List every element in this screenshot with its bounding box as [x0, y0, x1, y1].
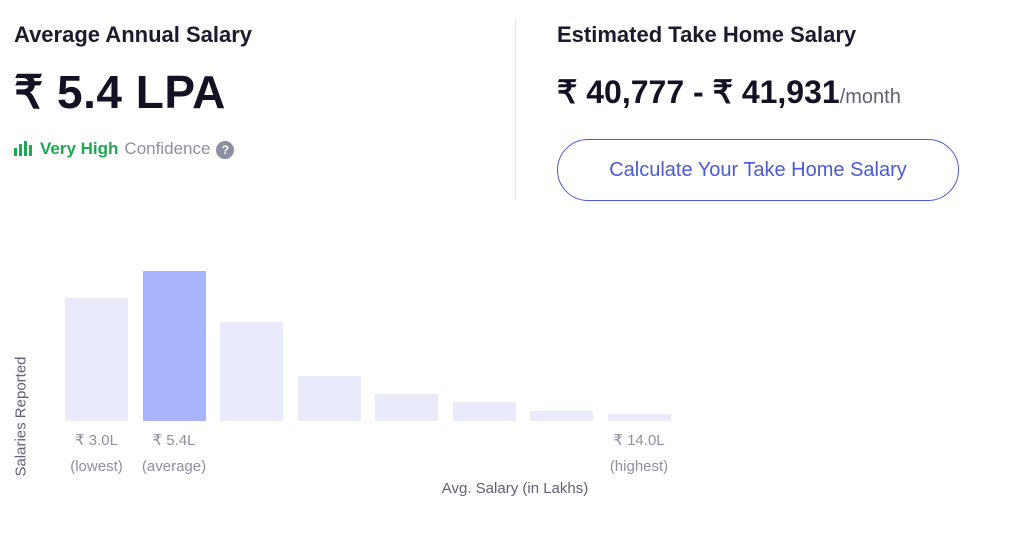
histogram-bar	[375, 394, 438, 421]
help-icon[interactable]: ?	[216, 141, 235, 159]
x-axis-label: Avg. Salary (in Lakhs)	[441, 480, 589, 497]
histogram-bar	[452, 401, 516, 421]
histogram-bar	[65, 298, 128, 421]
calculate-take-home-button[interactable]: Calculate Your Take Home Salary	[557, 139, 959, 201]
take-home-panel: Estimated Take Home Salary ₹ 40,777 - ₹ …	[557, 18, 1017, 201]
take-home-value: ₹ 40,777 - ₹ 41,931	[557, 74, 840, 110]
confidence-label: Confidence	[124, 139, 211, 158]
x-tick-value: ₹ 3.0L	[75, 432, 118, 449]
average-salary-heading: Average Annual Salary	[14, 22, 253, 47]
take-home-range: ₹ 40,777 - ₹ 41,931/month	[557, 72, 1017, 117]
histogram-bar	[297, 376, 361, 421]
x-tick-note: (lowest)	[70, 458, 123, 475]
take-home-heading: Estimated Take Home Salary	[557, 22, 857, 47]
y-axis-label: Salaries Reported	[12, 356, 30, 477]
panel-divider	[515, 18, 516, 200]
x-tick-label: ₹ 14.0L (highest)	[600, 428, 679, 480]
confidence-level: Very High	[40, 139, 119, 158]
histogram-bar	[530, 410, 593, 421]
x-tick-label: ₹ 5.4L (average)	[135, 428, 214, 480]
x-tick-value: ₹ 14.0L	[613, 432, 665, 449]
salary-distribution-chart: Salaries Reported ₹ 3.0L (lowest) ₹ 5.4L (a…	[0, 240, 720, 520]
average-salary-panel: Average Annual Salary ₹ 5.4 LPA Very Hig…	[14, 18, 494, 160]
average-salary-value: ₹ 5.4 LPA	[14, 66, 226, 118]
x-tick-note: (highest)	[609, 458, 669, 475]
per-month-label: /month	[839, 86, 901, 108]
x-tick-value: ₹ 5.4L	[152, 432, 196, 449]
x-tick-note: (average)	[141, 458, 207, 475]
confidence-indicator: Very High Confidence ?	[14, 138, 494, 160]
x-tick-label: ₹ 3.0L (lowest)	[57, 428, 136, 480]
signal-bars-icon	[14, 141, 34, 157]
histogram-bar	[220, 322, 283, 421]
histogram-bar	[607, 413, 671, 421]
histogram-bar	[142, 271, 206, 421]
